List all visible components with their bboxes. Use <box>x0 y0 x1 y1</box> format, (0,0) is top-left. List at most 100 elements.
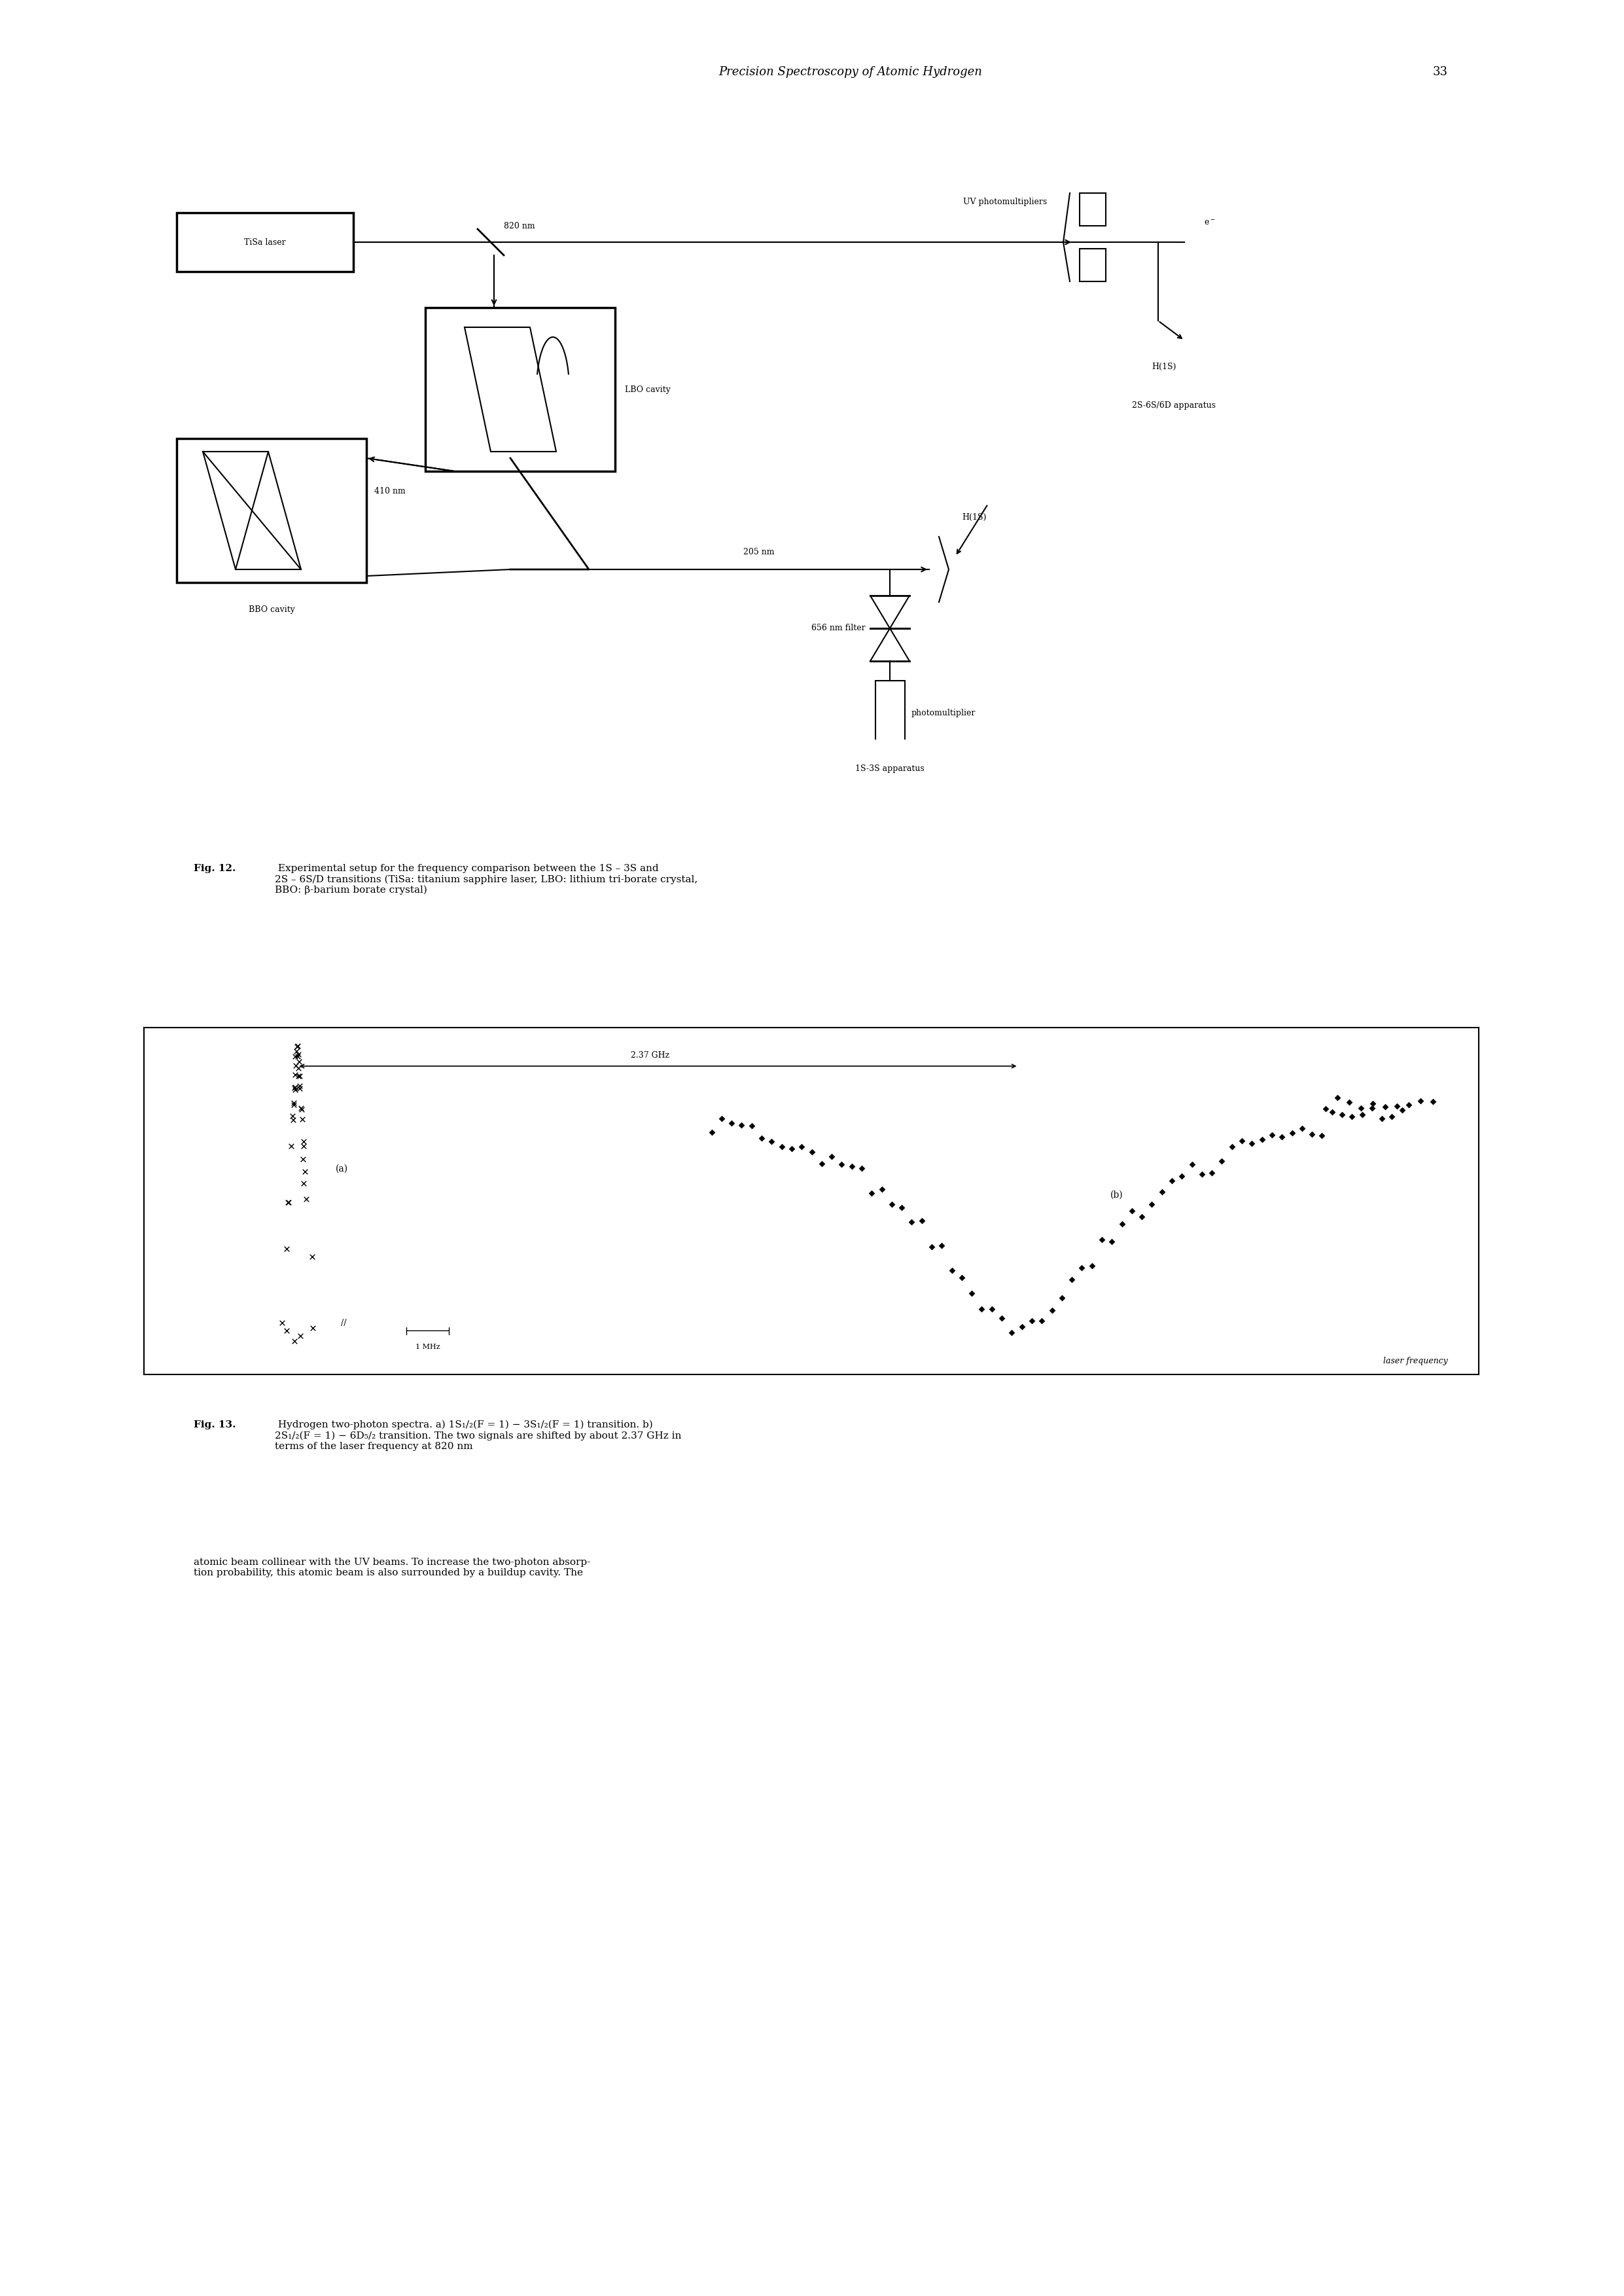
Point <box>284 1029 310 1065</box>
Point <box>281 1070 307 1107</box>
Point <box>284 1038 310 1075</box>
Point <box>273 1313 299 1350</box>
Point <box>1397 1086 1423 1123</box>
Bar <box>177 439 367 583</box>
Point <box>1259 1116 1285 1153</box>
Point <box>284 1026 310 1063</box>
Point <box>1249 1120 1275 1157</box>
Point <box>1384 1088 1410 1125</box>
Text: LBO cavity: LBO cavity <box>625 386 671 393</box>
Text: 2S-6S/6D apparatus: 2S-6S/6D apparatus <box>1132 402 1216 411</box>
Text: Precision Spectroscopy of Atomic Hydrogen: Precision Spectroscopy of Atomic Hydroge… <box>719 67 983 78</box>
Point <box>859 1176 885 1212</box>
Point <box>879 1187 905 1224</box>
Text: e$^-$: e$^-$ <box>1203 218 1215 227</box>
Point <box>929 1226 955 1263</box>
Point <box>283 1047 309 1084</box>
Point <box>1359 1086 1385 1123</box>
Point <box>1340 1097 1366 1134</box>
Point <box>1049 1279 1075 1316</box>
Point <box>1148 1173 1174 1210</box>
Point <box>274 1185 300 1221</box>
Point <box>958 1274 984 1311</box>
Point <box>1369 1100 1395 1137</box>
Text: H(1S): H(1S) <box>1151 363 1176 370</box>
Point <box>758 1123 784 1159</box>
Point <box>287 1058 313 1095</box>
Point <box>1059 1261 1085 1297</box>
Point <box>1078 1247 1104 1283</box>
Point <box>287 1318 313 1355</box>
Text: atomic beam collinear with the UV beams. To increase the two-photon absorp-
tion: atomic beam collinear with the UV beams.… <box>193 1557 591 1577</box>
Point <box>281 1102 307 1139</box>
Point <box>289 1100 315 1137</box>
Point <box>939 1251 965 1288</box>
Point <box>828 1146 854 1182</box>
Point <box>1199 1155 1224 1192</box>
Point <box>291 1164 317 1201</box>
Point <box>1030 1302 1056 1339</box>
Text: UV photomultipliers: UV photomultipliers <box>963 197 1047 207</box>
Point <box>284 1033 310 1070</box>
Point <box>1129 1199 1155 1235</box>
Text: 2.37 GHz: 2.37 GHz <box>630 1052 669 1061</box>
Point <box>1099 1224 1125 1261</box>
Point <box>818 1139 844 1176</box>
Text: 410 nm: 410 nm <box>375 487 406 496</box>
Point <box>292 1153 318 1189</box>
Bar <box>1080 248 1106 282</box>
Text: 33: 33 <box>1432 67 1449 78</box>
Point <box>799 1134 825 1171</box>
Point <box>286 1049 312 1086</box>
Text: 820 nm: 820 nm <box>503 223 534 230</box>
Point <box>1372 1088 1398 1125</box>
Text: (b): (b) <box>1111 1189 1124 1199</box>
Point <box>286 1042 312 1079</box>
Point <box>1348 1091 1374 1127</box>
Point <box>1419 1084 1445 1120</box>
Point <box>778 1130 804 1166</box>
Point <box>849 1150 875 1187</box>
Text: TiSa laser: TiSa laser <box>244 239 286 246</box>
Point <box>286 1058 312 1095</box>
Point <box>300 1309 326 1345</box>
Point <box>276 1185 302 1221</box>
Point <box>1268 1118 1294 1155</box>
Text: (a): (a) <box>336 1164 348 1173</box>
Point <box>809 1146 835 1182</box>
Point <box>1138 1187 1164 1224</box>
Point <box>1337 1084 1363 1120</box>
Point <box>1324 1079 1350 1116</box>
Point <box>708 1100 734 1137</box>
Point <box>286 1068 312 1104</box>
Point <box>270 1304 296 1341</box>
Point <box>1309 1118 1335 1155</box>
Point <box>1179 1146 1205 1182</box>
Point <box>1239 1125 1265 1162</box>
Bar <box>1080 193 1106 225</box>
Point <box>291 1141 317 1178</box>
Text: Fig. 13.: Fig. 13. <box>193 1421 235 1430</box>
Point <box>948 1258 974 1295</box>
Point <box>919 1228 945 1265</box>
Point <box>281 1084 307 1120</box>
Bar <box>177 214 354 271</box>
Point <box>739 1107 765 1143</box>
Point <box>283 1072 309 1109</box>
Point <box>291 1127 317 1164</box>
Point <box>768 1127 794 1164</box>
Point <box>1169 1157 1195 1194</box>
Point <box>1088 1221 1114 1258</box>
Point <box>299 1238 325 1274</box>
Point <box>749 1120 775 1157</box>
Point <box>970 1290 996 1327</box>
Point <box>286 1070 312 1107</box>
Point <box>1009 1309 1034 1345</box>
Point <box>789 1127 815 1164</box>
Point <box>1359 1091 1385 1127</box>
Point <box>869 1171 895 1208</box>
Point <box>1208 1143 1234 1180</box>
Point <box>291 1123 317 1159</box>
Point <box>1299 1116 1325 1153</box>
Point <box>979 1290 1005 1327</box>
